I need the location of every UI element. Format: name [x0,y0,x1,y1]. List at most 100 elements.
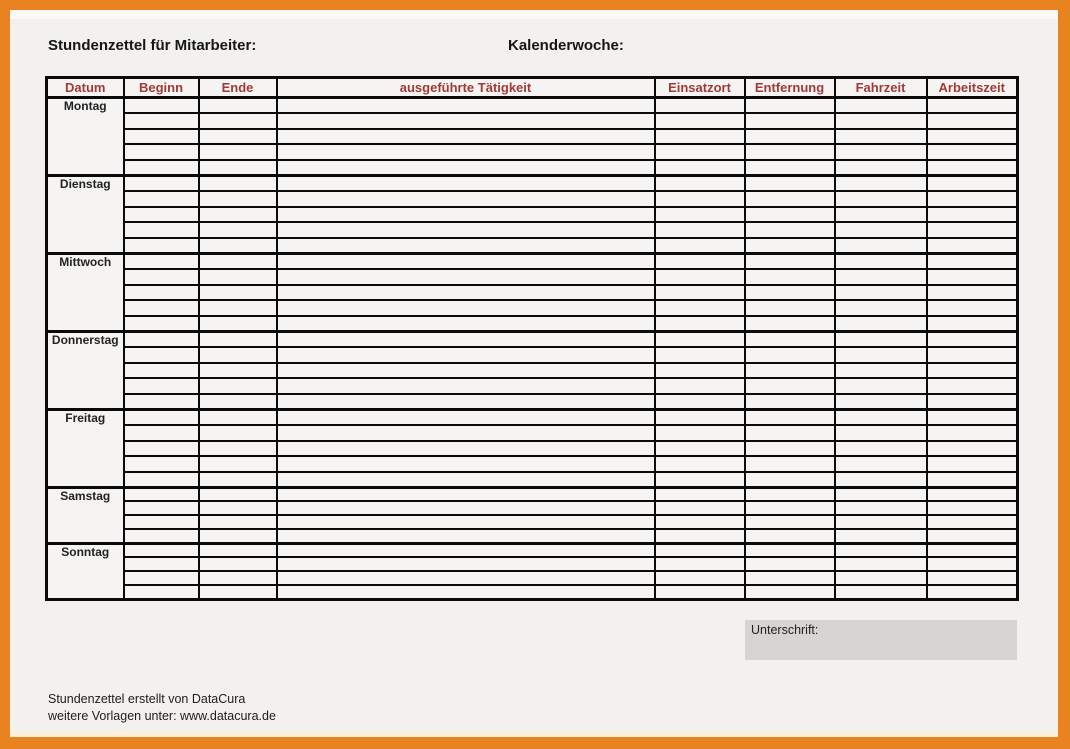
entry-cell-fahrzeit [833,541,928,559]
table-row: Samstag [45,485,1019,545]
entry-cell-arbeitszeit [925,514,1019,531]
entry-cell-entfernung [743,541,836,559]
entry-cell-beginn [122,361,200,380]
entry-cell-beginn [122,556,200,573]
entry-cell-taetigkeit [275,251,656,271]
entry-cell-ende [197,329,278,348]
entry-cell-arbeitszeit [925,205,1019,224]
entry-cell-fahrzeit [833,455,928,473]
entry-cell-arbeitszeit [925,377,1019,395]
entry-cell-arbeitszeit [925,423,1019,442]
entry-cell-fahrzeit [833,299,928,317]
entry-cell-taetigkeit [275,283,656,302]
entry-cell-fahrzeit [833,377,928,395]
entry-cell-einsatzort [653,407,746,426]
entry-cell-taetigkeit [275,528,656,545]
entry-cell-einsatzort [653,528,746,545]
table-row [47,377,1019,395]
signature-box: Unterschrift: [745,620,1017,660]
entry-cell-taetigkeit [275,221,656,239]
table-row [47,470,1019,489]
table-row [47,283,1019,302]
table-row: Freitag [45,407,1019,489]
column-header-einsatzort: Einsatzort [653,76,746,99]
entry-cell-arbeitszeit [925,174,1019,193]
column-header-entfernung: Entfernung [743,76,836,99]
entry-cell-beginn [122,570,200,587]
entry-cell-entfernung [743,174,836,193]
entry-cell-arbeitszeit [925,500,1019,517]
entry-cell-fahrzeit [833,314,928,333]
entry-cell-arbeitszeit [925,556,1019,573]
entry-cell-entfernung [743,127,836,146]
entry-cell-taetigkeit [275,158,656,177]
entry-cell-fahrzeit [833,407,928,426]
entry-cell-einsatzort [653,96,746,115]
entry-cell-taetigkeit [275,392,656,411]
entry-cell-entfernung [743,439,836,458]
entry-cell-einsatzort [653,500,746,517]
entry-cell-fahrzeit [833,361,928,380]
entry-cell-taetigkeit [275,470,656,489]
entry-cell-ende [197,377,278,395]
entry-cell-beginn [122,514,200,531]
entry-cell-taetigkeit [275,377,656,395]
entry-cell-taetigkeit [275,570,656,587]
entry-cell-entfernung [743,485,836,503]
table-row [47,127,1019,146]
entry-cell-ende [197,174,278,193]
entry-cell-taetigkeit [275,299,656,317]
entry-cell-beginn [122,174,200,193]
entry-cell-ende [197,584,278,601]
table-row [47,190,1019,208]
entry-cell-taetigkeit [275,190,656,208]
table-row [47,500,1019,517]
entry-cell-ende [197,314,278,333]
entry-cell-entfernung [743,112,836,130]
entry-cell-entfernung [743,514,836,531]
entry-cell-arbeitszeit [925,190,1019,208]
entry-cell-arbeitszeit [925,346,1019,364]
entry-cell-einsatzort [653,190,746,208]
entry-cell-ende [197,470,278,489]
entry-cell-entfernung [743,251,836,271]
entry-cell-beginn [122,314,200,333]
entry-cell-ende [197,158,278,177]
entry-cell-entfernung [743,361,836,380]
entry-cell-fahrzeit [833,528,928,545]
entry-cell-ende [197,528,278,545]
entry-cell-taetigkeit [275,112,656,130]
entry-cell-entfernung [743,221,836,239]
entry-cell-arbeitszeit [925,528,1019,545]
entry-cell-fahrzeit [833,514,928,531]
entry-cell-einsatzort [653,283,746,302]
entry-cell-einsatzort [653,392,746,411]
table-row [47,455,1019,473]
entry-cell-beginn [122,584,200,601]
entry-cell-taetigkeit [275,329,656,348]
entry-cell-einsatzort [653,127,746,146]
column-header-datum: Datum [45,76,125,99]
entry-cell-einsatzort [653,541,746,559]
footer-line-2: weitere Vorlagen unter: www.datacura.de [48,709,276,723]
entry-cell-ende [197,361,278,380]
entry-cell-entfernung [743,346,836,364]
entry-cell-taetigkeit [275,423,656,442]
entry-cell-fahrzeit [833,423,928,442]
column-header-arbeitszeit: Arbeitszeit [925,76,1019,99]
entry-cell-einsatzort [653,570,746,587]
entry-cell-entfernung [743,556,836,573]
entry-cell-arbeitszeit [925,455,1019,473]
table-row [47,439,1019,458]
entry-cell-fahrzeit [833,470,928,489]
entry-cell-entfernung [743,584,836,601]
entry-cell-entfernung [743,299,836,317]
entry-cell-entfernung [743,407,836,426]
entry-cell-einsatzort [653,205,746,224]
entry-cell-ende [197,236,278,255]
column-header-taetigkeit: ausgeführte Tätigkeit [275,76,656,99]
table-header: Datum Beginn Ende ausgeführte Tätigkeit … [45,76,1019,99]
entry-cell-fahrzeit [833,96,928,115]
entry-cell-einsatzort [653,221,746,239]
